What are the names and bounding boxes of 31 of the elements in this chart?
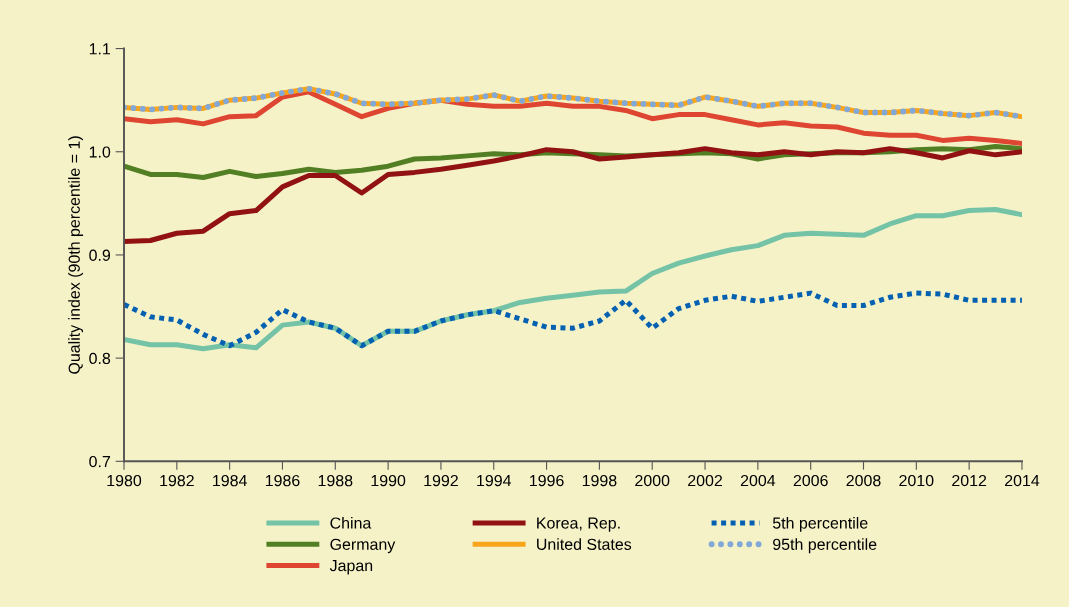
x-tick-label: 2006 <box>793 474 828 487</box>
x-tick-label: 2010 <box>899 474 934 487</box>
x-tick-label: 2008 <box>846 474 881 487</box>
legend-label: 5th percentile <box>772 516 868 532</box>
x-tick-label: 2004 <box>740 474 776 487</box>
y-tick-label: 1.0 <box>89 146 111 158</box>
legend-label: Germany <box>330 538 396 554</box>
y-tick-label: 0.9 <box>89 249 111 261</box>
legend-label: United States <box>537 538 632 550</box>
legend-label: China <box>330 516 372 529</box>
y-tick-label: 1.1 <box>89 43 111 55</box>
x-tick-label: 1996 <box>530 474 564 487</box>
legend-label: Japan <box>329 560 373 575</box>
x-tick-label: 1984 <box>213 474 247 487</box>
x-tick-label: 1992 <box>424 474 458 487</box>
y-axis-title: Quality index (90th percentile = 1) <box>68 136 84 374</box>
x-tick-label: 1990 <box>371 474 406 487</box>
x-tick-label: 1998 <box>582 474 617 487</box>
x-tick-label: 2014 <box>1005 474 1040 487</box>
x-tick-label: 1986 <box>265 474 300 487</box>
x-tick-label: 1980 <box>107 474 142 487</box>
x-tick-label: 1988 <box>318 474 353 487</box>
legend-label: 95th percentile <box>773 538 877 554</box>
x-tick-label: 2012 <box>952 474 987 487</box>
x-tick-label: 1994 <box>477 474 512 487</box>
x-tick-label: 2002 <box>688 474 722 487</box>
x-tick-label: 1982 <box>160 474 194 487</box>
y-tick-label: 0.8 <box>89 352 111 365</box>
y-tick-label: 0.7 <box>89 455 111 468</box>
x-tick-label: 2000 <box>635 474 670 487</box>
legend-label: Korea, Rep. <box>537 517 620 532</box>
